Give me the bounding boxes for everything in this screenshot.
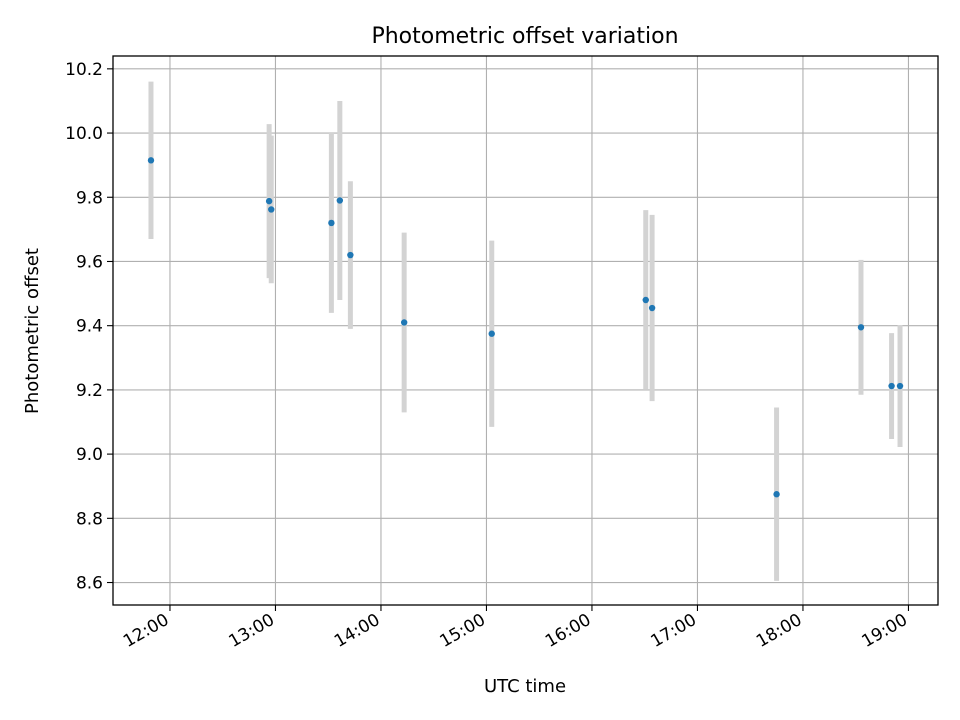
data-point bbox=[648, 304, 656, 312]
x-axis-label: UTC time bbox=[484, 676, 566, 697]
data-point bbox=[328, 219, 335, 227]
y-tick-label: 9.0 bbox=[76, 445, 103, 465]
grid-lines bbox=[113, 56, 938, 605]
data-point bbox=[336, 197, 344, 204]
y-tick-label: 8.8 bbox=[76, 509, 103, 529]
data-point bbox=[147, 157, 155, 164]
data-point bbox=[265, 197, 273, 205]
data-point bbox=[773, 491, 780, 498]
data-point bbox=[268, 206, 275, 213]
y-tick-label: 9.6 bbox=[76, 252, 103, 272]
chart-title: Photometric offset variation bbox=[371, 24, 678, 49]
data-point bbox=[488, 330, 495, 337]
y-tick-label: 8.6 bbox=[76, 574, 103, 594]
y-axis: 8.6 8.8 9.0 9.2 9.4 9.6 9.8 10.0 10.2 bbox=[65, 60, 113, 594]
y-tick-label: 9.4 bbox=[76, 317, 103, 337]
y-tick-label: 10.2 bbox=[65, 60, 103, 80]
data-point bbox=[642, 296, 649, 304]
data-point bbox=[347, 251, 354, 259]
y-tick-label: 9.2 bbox=[76, 381, 103, 401]
data-point bbox=[896, 382, 904, 390]
y-tick-label: 10.0 bbox=[65, 124, 103, 144]
y-tick-label: 9.8 bbox=[76, 188, 103, 208]
data-points bbox=[147, 157, 904, 498]
data-point bbox=[888, 382, 895, 390]
plot-frame bbox=[112, 55, 939, 606]
data-point bbox=[857, 324, 865, 331]
data-point bbox=[400, 319, 408, 326]
y-axis-label: Photometric offset bbox=[22, 248, 43, 414]
